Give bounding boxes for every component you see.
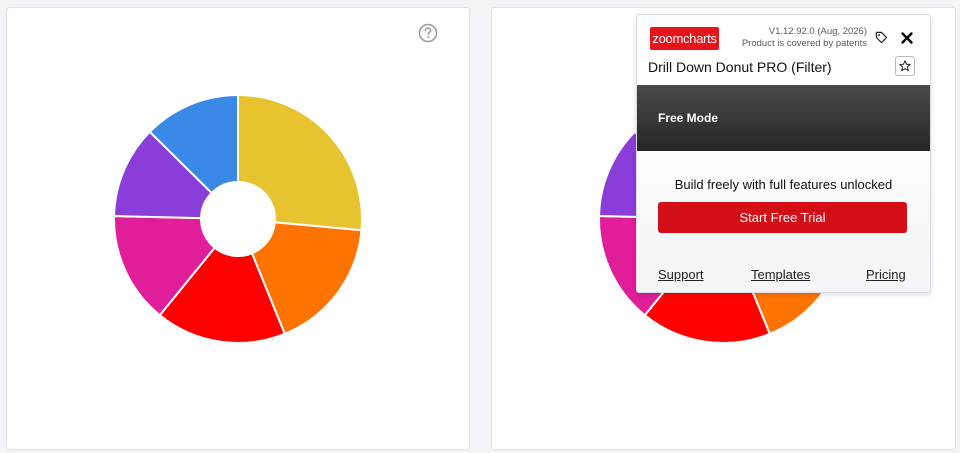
left-donut-slice-magenta[interactable] — [113, 214, 217, 317]
templates-link[interactable]: Templates — [751, 267, 811, 282]
donut-chart-left[interactable] — [107, 88, 369, 350]
left-donut-slice-yellow[interactable] — [237, 93, 363, 232]
popup-title: Drill Down Donut PRO (Filter) — [648, 59, 832, 75]
visual-card-left — [6, 7, 470, 450]
pricing-link[interactable]: Pricing — [866, 267, 906, 282]
support-link[interactable]: Support — [658, 267, 704, 282]
close-icon[interactable] — [899, 30, 915, 46]
left-donut-slice-orange[interactable] — [250, 221, 363, 336]
zoomcharts-logo: zoomcharts — [650, 27, 719, 50]
mode-label: Free Mode — [658, 111, 719, 125]
left-donut-slice-blue[interactable] — [148, 93, 239, 195]
promo-text: Build freely with full features unlocked — [674, 177, 893, 192]
tag-icon[interactable] — [875, 31, 888, 44]
license-popup: zoomcharts V1.12.92.0 (Aug, 2026) Produc… — [636, 14, 931, 293]
question-circle-icon[interactable] — [418, 23, 438, 43]
star-icon — [899, 60, 911, 72]
left-donut-slice-red[interactable] — [158, 246, 287, 344]
promo-section: Build freely with full features unlocked… — [637, 151, 930, 256]
footer-links: Support Templates Pricing — [637, 256, 930, 292]
start-free-trial-button[interactable]: Start Free Trial — [658, 202, 907, 233]
mode-banner: Free Mode — [637, 85, 930, 151]
version-text: V1.12.92.0 (Aug, 2026) — [768, 26, 867, 37]
version-info: V1.12.92.0 (Aug, 2026) Product is covere… — [742, 26, 867, 50]
favorite-button[interactable] — [895, 56, 915, 76]
left-donut-slice-purple[interactable] — [113, 130, 214, 220]
patent-text: Product is covered by patents — [741, 38, 867, 49]
